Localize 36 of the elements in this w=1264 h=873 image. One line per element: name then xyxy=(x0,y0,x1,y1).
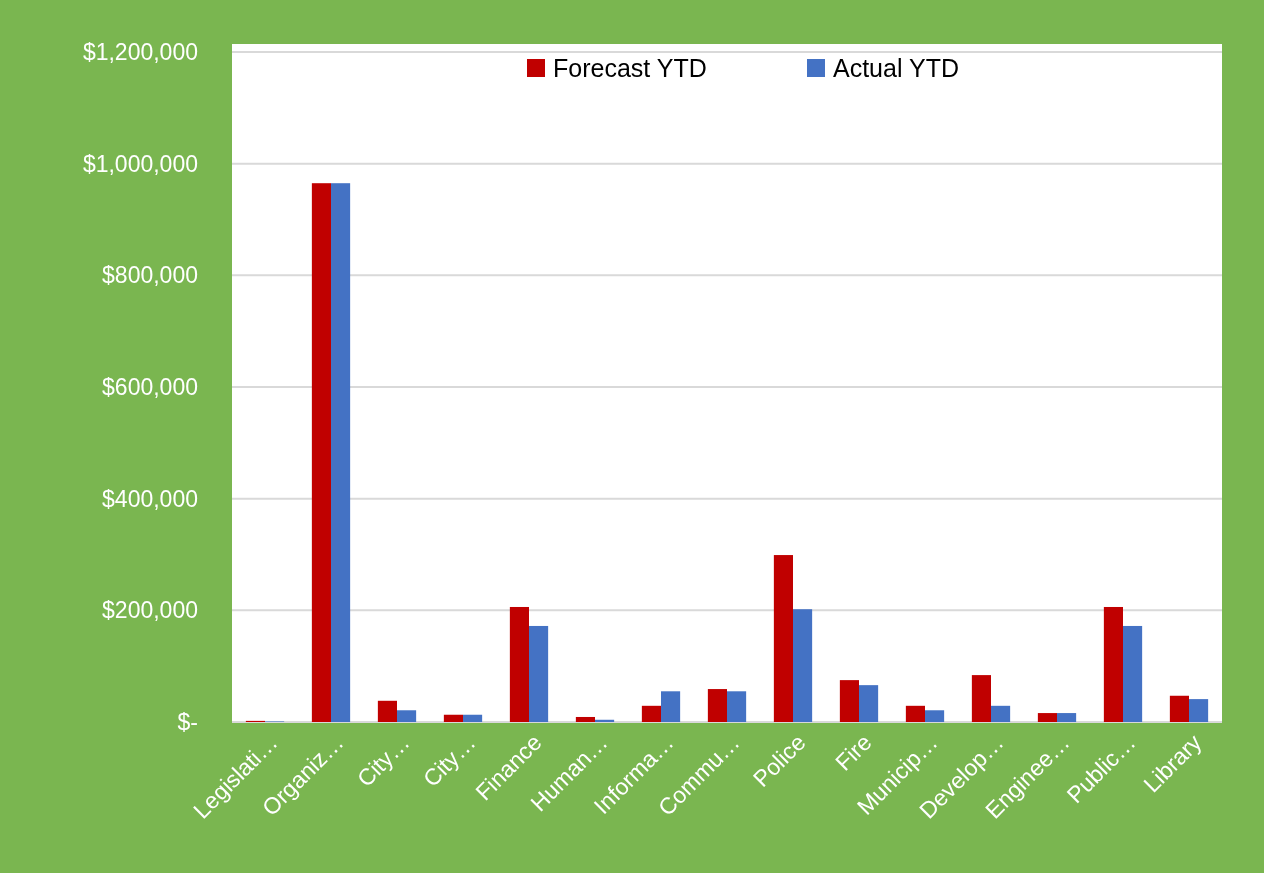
bar xyxy=(1037,713,1057,722)
bar xyxy=(443,714,463,722)
bar xyxy=(727,691,747,722)
bar xyxy=(509,606,529,722)
y-tick-label: $200,000 xyxy=(102,597,198,624)
bar xyxy=(859,685,879,722)
bar xyxy=(773,555,793,722)
bar xyxy=(905,705,925,722)
legend-label: Actual YTD xyxy=(833,53,959,82)
bar xyxy=(529,625,549,722)
y-tick-label: $600,000 xyxy=(102,374,198,401)
bar xyxy=(1103,606,1123,722)
bar xyxy=(661,691,681,722)
bar xyxy=(839,680,859,722)
bar xyxy=(311,183,331,722)
bar xyxy=(707,689,727,722)
legend-label: Forecast YTD xyxy=(553,53,707,82)
bar xyxy=(641,705,661,722)
bar xyxy=(397,710,417,722)
y-tick-label: $400,000 xyxy=(102,485,198,512)
bar xyxy=(1169,695,1189,722)
bar xyxy=(377,700,397,722)
bar xyxy=(991,705,1011,722)
bar xyxy=(331,183,351,722)
bar xyxy=(575,716,595,722)
bar xyxy=(1123,625,1143,722)
bar xyxy=(925,710,945,722)
bar xyxy=(793,609,813,722)
y-tick-label: $800,000 xyxy=(102,262,198,289)
y-tick-label: $1,000,000 xyxy=(82,150,198,177)
bar xyxy=(1057,713,1077,722)
bar xyxy=(463,714,483,722)
bar xyxy=(971,675,991,722)
bar xyxy=(1189,699,1209,722)
y-tick-label: $- xyxy=(177,709,198,736)
y-tick-label: $1,200,000 xyxy=(82,39,198,66)
